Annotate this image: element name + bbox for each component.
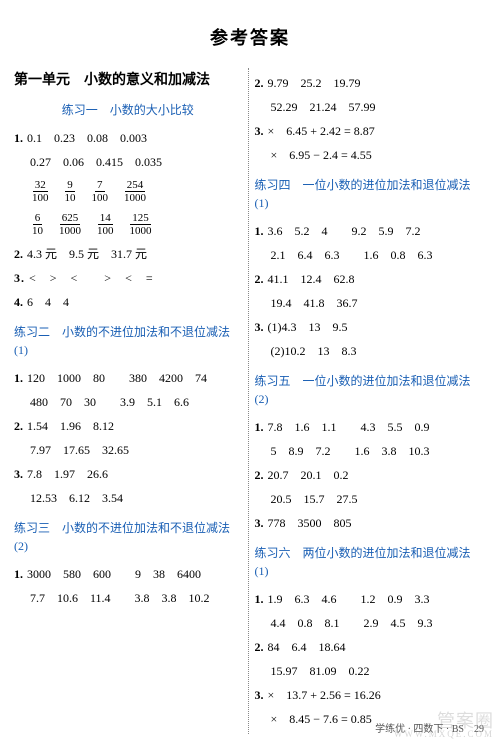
practice-3-title: 练习三 小数的不进位加法和不退位减法(2) [14,519,242,555]
content-columns: 第一单元 小数的意义和加减法 练习一 小数的大小比较 1.0.1 0.23 0.… [0,68,500,734]
rt-line2a: 2.9.79 25.2 19.79 [255,74,483,92]
p4-line3a: 3.(1)4.3 13 9.5 [255,318,483,336]
rt-line3a: 3.× 6.45 + 2.42 = 8.87 [255,122,483,140]
p6-line3a: 3.× 13.7 + 2.56 = 16.26 [255,686,483,704]
p5-line1a: 1.7.8 1.6 1.1 4.3 5.5 0.9 [255,418,483,436]
p6-l1a-text: 1.9 6.3 4.6 1.2 0.9 3.3 [268,592,430,606]
p4-line2b: 19.4 41.8 36.7 [255,294,483,312]
fraction: 7100 [90,179,111,204]
p1-l1-text: 0.1 0.23 0.08 0.003 [27,131,147,145]
practice-2-title: 练习二 小数的不进位加法和不退位减法(1) [14,323,242,359]
p4-line2a: 2.41.1 12.4 62.8 [255,270,483,288]
fraction: 32100 [30,179,51,204]
p4-l3a-text: (1)4.3 13 9.5 [268,320,348,334]
p4-line1b: 2.1 6.4 6.3 1.6 0.8 6.3 [255,246,483,264]
p1-line3: 3.< > < > < = [14,269,242,287]
p1-l2-text: 4.3 元 9.5 元 31.7 元 [27,247,147,261]
p5-line3: 3.778 3500 805 [255,514,483,532]
rt-line3b: × 6.95 − 2.4 = 4.55 [255,146,483,164]
p5-l1a-text: 7.8 1.6 1.1 4.3 5.5 0.9 [268,420,430,434]
p6-line1b: 4.4 0.8 8.1 2.9 4.5 9.3 [255,614,483,632]
unit-title: 第一单元 小数的意义和加减法 [14,70,242,91]
p1-line4: 4.6 4 4 [14,293,242,311]
p6-l3a-text: × 13.7 + 2.56 = 16.26 [268,688,381,702]
fraction: 1251000 [128,212,154,237]
p5-l3-text: 778 3500 805 [268,516,352,530]
fraction: 610 [30,212,45,237]
p1-frac-row2: 610 6251000 14100 1251000 [30,212,242,237]
p1-line1b: 0.27 0.06 0.415 0.035 [14,153,242,171]
fraction: 14100 [95,212,116,237]
fraction: 6251000 [57,212,83,237]
left-column: 第一单元 小数的意义和加减法 练习一 小数的大小比较 1.0.1 0.23 0.… [8,68,249,734]
p2-line1a: 1.120 1000 80 380 4200 74 [14,369,242,387]
p5-line2a: 2.20.7 20.1 0.2 [255,466,483,484]
rt-l3a-text: × 6.45 + 2.42 = 8.87 [268,124,375,138]
practice-5-title: 练习五 一位小数的进位加法和退位减法(2) [255,372,483,408]
p4-l2a-text: 41.1 12.4 62.8 [268,272,355,286]
p5-line2b: 20.5 15.7 27.5 [255,490,483,508]
p2-line3a: 3.7.8 1.97 26.6 [14,465,242,483]
right-column: 2.9.79 25.2 19.79 52.29 21.24 57.99 3.× … [249,68,489,734]
practice-6-title: 练习六 两位小数的进位加法和退位减法(1) [255,544,483,580]
practice-1-title: 练习一 小数的大小比较 [14,101,242,119]
p6-l2a-text: 84 6.4 18.64 [268,640,346,654]
p1-l4-text: 6 4 4 [27,295,69,309]
p1-line2: 2.4.3 元 9.5 元 31.7 元 [14,245,242,263]
p6-line2b: 15.97 81.09 0.22 [255,662,483,680]
fraction: 910 [63,179,78,204]
p5-l2a-text: 20.7 20.1 0.2 [268,468,349,482]
p2-line1b: 480 70 30 3.9 5.1 6.6 [14,393,242,411]
page-footer: 学练优 · 四数下 · BS 29 [375,720,484,735]
p4-line3b: (2)10.2 13 8.3 [255,342,483,360]
p4-line1a: 1.3.6 5.2 4 9.2 5.9 7.2 [255,222,483,240]
p4-l1a-text: 3.6 5.2 4 9.2 5.9 7.2 [268,224,421,238]
p1-line1: 1.0.1 0.23 0.08 0.003 [14,129,242,147]
p2-line3b: 12.53 6.12 3.54 [14,489,242,507]
practice-4-title: 练习四 一位小数的进位加法和退位减法(1) [255,176,483,212]
p1-frac-row1: 32100 910 7100 2541000 [30,179,242,204]
p2-l2a-text: 1.54 1.96 8.12 [27,419,114,433]
p6-line1a: 1.1.9 6.3 4.6 1.2 0.9 3.3 [255,590,483,608]
rt-line2b: 52.29 21.24 57.99 [255,98,483,116]
rt-l2a-text: 9.79 25.2 19.79 [268,76,361,90]
p2-line2a: 2.1.54 1.96 8.12 [14,417,242,435]
fraction: 2541000 [122,179,148,204]
p3-line1b: 7.7 10.6 11.4 3.8 3.8 10.2 [14,589,242,607]
p5-line1b: 5 8.9 7.2 1.6 3.8 10.3 [255,442,483,460]
p3-l1a-text: 3000 580 600 9 38 6400 [27,567,201,581]
p2-l3a-text: 7.8 1.97 26.6 [27,467,108,481]
p6-line2a: 2.84 6.4 18.64 [255,638,483,656]
p3-line1a: 1.3000 580 600 9 38 6400 [14,565,242,583]
p2-l1a-text: 120 1000 80 380 4200 74 [27,371,207,385]
p2-line2b: 7.97 17.65 32.65 [14,441,242,459]
page-title: 参考答案 [0,0,500,68]
p1-l3-text: < > < > < = [29,271,154,285]
